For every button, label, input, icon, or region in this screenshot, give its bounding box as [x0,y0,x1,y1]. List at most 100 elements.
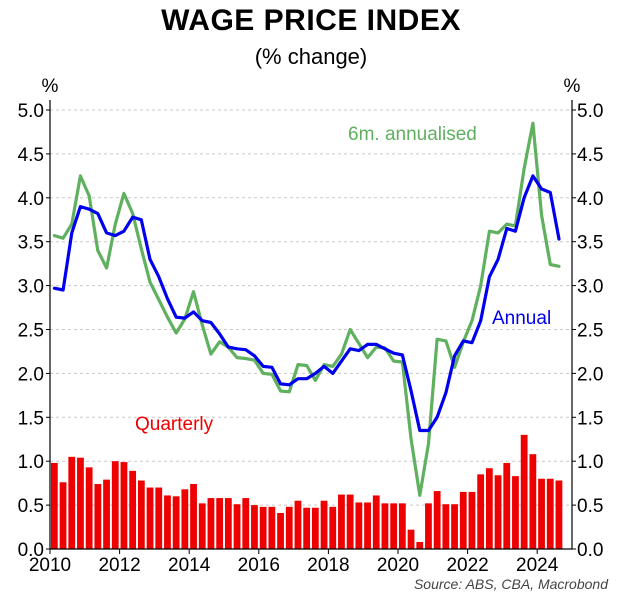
quarterly-bar [268,506,276,549]
quarterly-bar [155,487,163,549]
quarterly-bar [503,462,511,549]
quarterly-bar [251,505,258,549]
quarterly-bar [529,454,537,549]
source-note: Source: ABS, CBA, Macrobond [413,576,608,592]
y-tick-label-right: 3.0 [577,277,603,298]
quarterly-bar [233,504,241,549]
quarterly-bar [77,457,84,549]
six-month-annualised-line [52,121,561,497]
quarterly-bar [285,506,293,549]
quarterly-bar [451,504,458,549]
y-tick-label-left: 4.0 [18,189,44,210]
chart-subtitle: (% change) [254,44,368,69]
quarterly-bar [172,496,180,549]
quarterly-bar [68,456,76,549]
annotation-quarterly: Quarterly [135,414,214,435]
quarterly-bar [468,491,476,549]
y-tick-label-right: 1.0 [577,452,603,473]
y-tick-label-right: 5.0 [577,101,603,122]
quarterly-bar [338,494,345,549]
y-tick-label-right: 1.5 [577,408,603,429]
y-tick-label-left: 1.0 [18,452,44,473]
x-tick-label: 2014 [168,555,211,576]
grid-lines [50,109,572,506]
quarterly-bar [311,507,319,549]
quarterly-bar [164,495,171,549]
quarterly-bar [303,507,311,549]
y-tick-label-left: 2.5 [18,321,44,342]
y-tick-label-left: 0.5 [18,496,44,517]
axes [46,100,576,554]
quarterly-bar [372,495,380,549]
quarterly-bar [477,474,485,549]
quarterly-bar [320,500,328,549]
quarterly-bar [459,491,467,549]
quarterly-bar [137,480,145,549]
quarterly-bar [520,434,528,549]
quarterly-bar [546,478,554,549]
y-tick-label-right: 4.0 [577,189,603,210]
quarterly-bar [190,484,197,549]
y-tick-label-right: 0.0 [577,540,603,561]
quarterly-bar [294,500,302,549]
quarterly-bar [407,529,415,549]
quarterly-bar [329,506,337,549]
quarterly-bar [216,498,224,549]
quarterly-bar [146,487,154,549]
y-unit-right: % [564,76,581,97]
quarterly-bar [381,503,389,549]
annotation-6m-annualised: 6m. annualised [348,124,477,145]
x-tick-label: 2012 [98,555,140,576]
quarterly-bar [111,461,119,549]
quarterly-bar [242,498,250,549]
line-series [52,121,561,497]
quarterly-bar [50,462,58,549]
quarterly-bar [129,470,137,549]
quarterly-bar [103,479,110,549]
quarterly-bar [277,513,284,549]
x-tick-label: 2022 [446,555,488,576]
y-tick-label-right: 0.5 [577,496,603,517]
annual-line [52,174,561,433]
y-tick-label-left: 3.5 [18,233,44,254]
quarterly-bar [538,478,545,549]
y-tick-label-left: 5.0 [18,101,44,122]
quarterly-bar [85,467,93,549]
quarterly-bar [224,498,232,549]
x-tick-label: 2020 [377,555,419,576]
y-tick-label-right: 4.5 [577,145,603,166]
quarterly-bar [398,503,406,549]
quarterly-bar [512,476,519,549]
y-unit-left: % [42,76,59,97]
quarterly-bar [416,541,424,549]
y-tick-label-left: 4.5 [18,145,44,166]
y-tick-label-left: 2.0 [18,364,44,385]
y-tick-label-right: 3.5 [577,233,603,254]
x-tick-label: 2024 [516,555,559,576]
quarterly-bar [207,498,215,549]
chart-title: WAGE PRICE INDEX [161,4,461,37]
quarterly-bar [355,502,363,549]
quarterly-bar [94,484,102,549]
quarterly-bar [442,504,450,549]
quarterly-bar [390,503,398,549]
quarterly-bar [494,475,502,549]
annotation-annual: Annual [492,308,551,329]
y-tick-label-right: 2.5 [577,321,603,342]
y-tick-label-right: 2.0 [577,364,603,385]
quarterly-bar [59,482,67,549]
quarterly-bar [433,491,441,549]
x-tick-label: 2018 [307,555,349,576]
quarterly-bar [364,502,371,549]
x-tick-label: 2010 [29,555,71,576]
y-tick-label-left: 1.5 [18,408,44,429]
quarterly-bar [485,468,493,549]
y-tick-label-left: 3.0 [18,277,44,298]
quarterly-bar [198,503,206,549]
quarterly-bar [120,462,128,549]
tick-labels: 0.0 0.0 0.5 0.5 1.0 1.0 1.5 1.5 2.0 2.0 2.5 2.5 3.0 3… [18,101,604,576]
quarterly-bar [259,506,267,549]
quarterly-bar [346,494,354,549]
quarterly-bar [425,503,432,549]
